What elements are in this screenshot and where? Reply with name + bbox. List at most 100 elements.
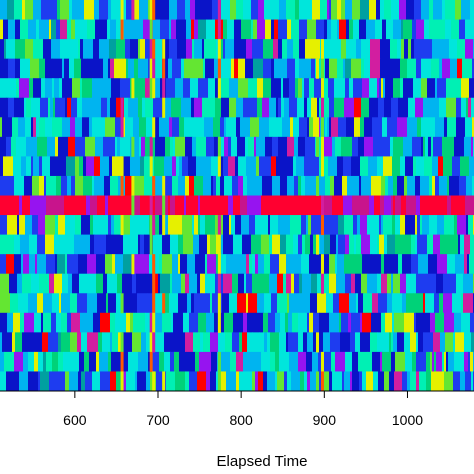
heatmap-cell (255, 312, 264, 333)
heatmap-cell (360, 332, 363, 353)
heatmap-cell (67, 254, 75, 275)
heatmap-cell (430, 195, 437, 216)
heatmap-cell (398, 97, 409, 118)
heatmap-cell (169, 39, 174, 60)
heatmap-cell (89, 351, 97, 372)
heatmap-cell (446, 78, 454, 99)
heatmap-cell (236, 39, 247, 60)
heatmap-cell (105, 195, 109, 216)
heatmap-cell (309, 312, 314, 333)
heatmap-cell (21, 156, 27, 177)
heatmap-cell (359, 195, 370, 216)
heatmap-cell (18, 117, 26, 138)
heatmap-cell (464, 234, 471, 255)
heatmap-cell (255, 371, 259, 392)
heatmap-streak-cell (152, 78, 156, 99)
heatmap-cell (52, 351, 59, 372)
heatmap-cell (213, 117, 221, 138)
heatmap-cell (131, 19, 137, 40)
heatmap-cell (238, 58, 246, 79)
heatmap-cell (364, 58, 371, 79)
heatmap-cell (309, 0, 313, 21)
heatmap-cell (283, 273, 287, 294)
heatmap-streak-cell (120, 215, 124, 236)
heatmap-cell (418, 254, 429, 275)
heatmap-streak-cell (120, 332, 124, 353)
heatmap-cell (298, 312, 305, 333)
heatmap-cell (452, 117, 457, 138)
heatmap-cell (384, 254, 387, 275)
heatmap-cell (141, 332, 147, 353)
heatmap-cell (15, 19, 18, 40)
heatmap-cell (110, 332, 113, 353)
heatmap-cell (38, 195, 47, 216)
heatmap-cell (284, 156, 294, 177)
heatmap-cell (382, 19, 387, 40)
heatmap-cell (381, 254, 385, 275)
heatmap-cell (353, 19, 360, 40)
heatmap-cell (216, 371, 220, 392)
heatmap-cell (336, 273, 346, 294)
heatmap-cell (326, 293, 334, 314)
heatmap-cell (28, 351, 35, 372)
heatmap-cell (228, 136, 232, 157)
heatmap-cell (433, 332, 441, 353)
heatmap-cell (461, 0, 471, 21)
heatmap-cell (179, 117, 185, 138)
heatmap-cell (52, 332, 59, 353)
heatmap-cell (15, 39, 26, 60)
heatmap-cell (111, 78, 121, 99)
heatmap-cell (335, 195, 344, 216)
heatmap-cell (173, 136, 176, 157)
heatmap-cell (287, 58, 296, 79)
heatmap-cell (0, 293, 11, 314)
heatmap-cell (155, 273, 159, 294)
heatmap-cell (285, 312, 289, 333)
heatmap-cell (447, 195, 452, 216)
heatmap-cell (91, 97, 102, 118)
heatmap-cell (378, 293, 388, 314)
heatmap-streak-cell (320, 136, 324, 157)
heatmap-cell (431, 371, 437, 392)
heatmap-cell (269, 117, 273, 138)
heatmap-cell (406, 195, 417, 216)
heatmap-cell (19, 371, 29, 392)
heatmap-cell (196, 136, 207, 157)
heatmap-cell (338, 78, 346, 99)
heatmap-cell (62, 58, 65, 79)
heatmap-cell (230, 351, 237, 372)
heatmap-cell (331, 117, 339, 138)
heatmap-cell (92, 175, 95, 196)
heatmap-cell (156, 371, 167, 392)
heatmap-cell (355, 332, 361, 353)
x-axis-title: Elapsed Time (217, 453, 308, 470)
heatmap-cell (17, 19, 21, 40)
heatmap-cell (301, 293, 311, 314)
heatmap-cell (159, 254, 163, 275)
heatmap-cell (390, 136, 394, 157)
heatmap-cell (51, 39, 61, 60)
heatmap-cell (289, 293, 296, 314)
heatmap-cell (395, 215, 401, 236)
heatmap-cell (385, 175, 389, 196)
heatmap-cell (304, 371, 308, 392)
heatmap-cell (257, 293, 265, 314)
heatmap-cell (54, 273, 63, 294)
heatmap-cell (130, 215, 140, 236)
heatmap-cell (265, 19, 272, 40)
heatmap-cell (146, 371, 151, 392)
heatmap-cell (139, 78, 146, 99)
heatmap-cell (263, 39, 274, 60)
heatmap-cell (40, 97, 49, 118)
heatmap-cell (270, 351, 276, 372)
heatmap-cell (151, 78, 161, 99)
heatmap-cell (241, 19, 252, 40)
heatmap-cell (17, 273, 23, 294)
heatmap-cell (424, 156, 433, 177)
heatmap-cell (423, 332, 434, 353)
heatmap-cell (450, 58, 458, 79)
heatmap-cell (159, 351, 165, 372)
heatmap-cell (205, 58, 215, 79)
heatmap-cell (169, 293, 179, 314)
heatmap-streak-cell (162, 195, 166, 216)
